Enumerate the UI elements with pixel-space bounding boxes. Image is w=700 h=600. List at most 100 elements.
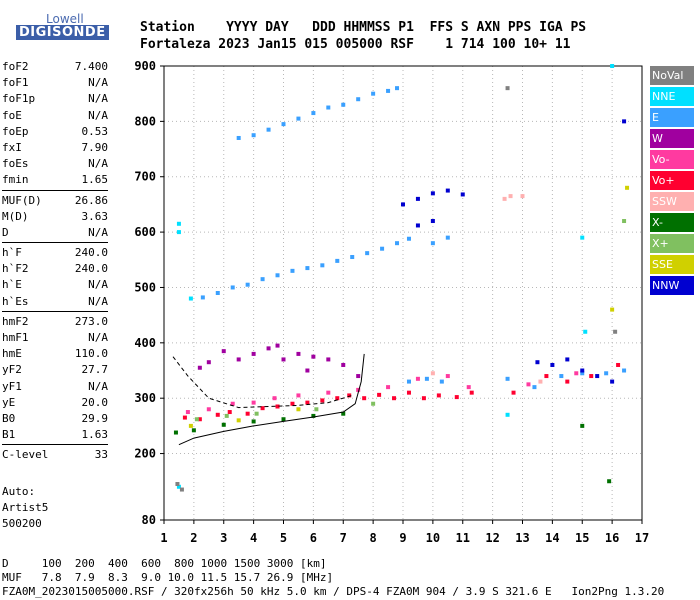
data-point	[365, 251, 370, 256]
data-point	[505, 376, 510, 381]
data-point	[215, 291, 220, 295]
data-point	[275, 343, 280, 348]
data-point	[538, 379, 543, 384]
param-separator	[2, 444, 108, 446]
legend-item: NNW	[650, 276, 694, 295]
x-tick-label: 3	[220, 531, 227, 545]
data-point	[469, 390, 474, 395]
param-label: C-level	[2, 448, 49, 462]
data-point	[191, 428, 196, 433]
param-row: MUF(D) 26.86	[2, 193, 108, 209]
param-label: fmin	[2, 173, 29, 187]
data-point	[466, 385, 471, 390]
data-point	[377, 392, 382, 397]
legend-item: NNE	[650, 87, 694, 106]
x-tick-label: 11	[456, 531, 470, 545]
data-point	[206, 407, 211, 412]
data-point	[439, 379, 444, 384]
data-point	[371, 91, 376, 96]
data-point	[604, 371, 609, 376]
logo-digisonde-text: DIGISONDE	[16, 25, 109, 40]
data-point	[311, 111, 316, 116]
data-point	[580, 235, 585, 240]
legend-item: NoVal	[650, 66, 694, 85]
data-point	[550, 362, 555, 367]
data-point	[406, 379, 411, 384]
param-separator	[2, 242, 108, 244]
y-tick-label: 900	[134, 59, 156, 73]
param-value: N/A	[88, 379, 108, 393]
parameter-panel: foF2 7.400 foF1 N/A foF1p N/A foE N/A foEp 0.53 fx…	[2, 59, 108, 464]
legend-item: Vo-	[650, 150, 694, 169]
legend-item: X-	[650, 213, 694, 232]
y-tick-label: 700	[134, 170, 156, 184]
data-point	[251, 133, 256, 138]
data-point	[421, 396, 426, 401]
param-value: N/A	[88, 76, 108, 90]
autoscaled-trace	[172, 356, 353, 409]
data-point	[580, 423, 585, 428]
x-tick-label: 8	[370, 531, 377, 545]
data-point	[430, 241, 435, 246]
param-label: foE	[2, 108, 22, 122]
x-tick-label: 13	[515, 531, 529, 545]
legend-item: Vo+	[650, 171, 694, 190]
param-row: fxI 7.90	[2, 140, 108, 156]
data-point	[622, 219, 627, 224]
data-point	[236, 357, 241, 362]
param-row: h`E N/A	[2, 277, 108, 293]
data-point	[296, 116, 301, 121]
data-point	[424, 376, 429, 381]
param-label: hmF1	[2, 331, 29, 344]
data-point	[245, 282, 250, 287]
data-point	[296, 393, 301, 398]
param-row: hmF2 273.0	[2, 314, 108, 330]
data-point	[326, 357, 331, 362]
bottom-info: D 100 200 400 600 800 1000 1500 3000 [km…	[2, 557, 664, 599]
data-point	[580, 371, 585, 376]
data-point	[320, 263, 325, 268]
data-point	[320, 398, 325, 403]
data-point	[188, 296, 193, 301]
param-label: fxI	[2, 140, 22, 154]
param-row: yE 20.0	[2, 395, 108, 411]
data-point	[197, 417, 202, 422]
distance-row: D 100 200 400 600 800 1000 1500 3000 [km…	[2, 557, 327, 570]
data-point	[185, 410, 190, 415]
x-tick-label: 14	[545, 531, 559, 545]
data-point	[347, 393, 352, 398]
param-row: foE N/A	[2, 108, 108, 124]
data-point	[326, 105, 331, 110]
x-tick-label: 9	[399, 531, 406, 545]
y-tick-label: 800	[134, 114, 156, 128]
param-row: B0 29.9	[2, 411, 108, 427]
data-point	[236, 418, 241, 423]
data-point	[335, 258, 340, 263]
data-point	[314, 407, 319, 412]
x-tick-label: 17	[635, 531, 649, 545]
data-point	[266, 127, 271, 132]
data-point	[356, 374, 361, 379]
param-label: B0	[2, 411, 16, 425]
y-tick-label: 500	[134, 280, 156, 294]
param-row: C-level 33	[2, 447, 108, 463]
param-value: 7.400	[74, 60, 108, 73]
data-point	[622, 119, 627, 124]
data-point	[565, 379, 570, 384]
param-row: foF2 7.400	[2, 59, 108, 75]
param-row: fmin 1.65	[2, 172, 108, 188]
data-point	[511, 390, 516, 395]
data-point	[625, 185, 630, 190]
auto-label: Auto:	[2, 485, 36, 498]
param-label: foEs	[2, 157, 29, 171]
param-label: h`F2	[2, 262, 29, 276]
param-value: 240.0	[74, 246, 108, 260]
param-value: 29.9	[81, 411, 109, 425]
data-point	[589, 374, 594, 379]
data-point	[526, 382, 531, 387]
param-label: D	[2, 225, 9, 239]
data-point	[565, 357, 570, 362]
param-label: yF1	[2, 379, 22, 393]
data-point	[341, 362, 346, 367]
data-point	[227, 410, 232, 415]
